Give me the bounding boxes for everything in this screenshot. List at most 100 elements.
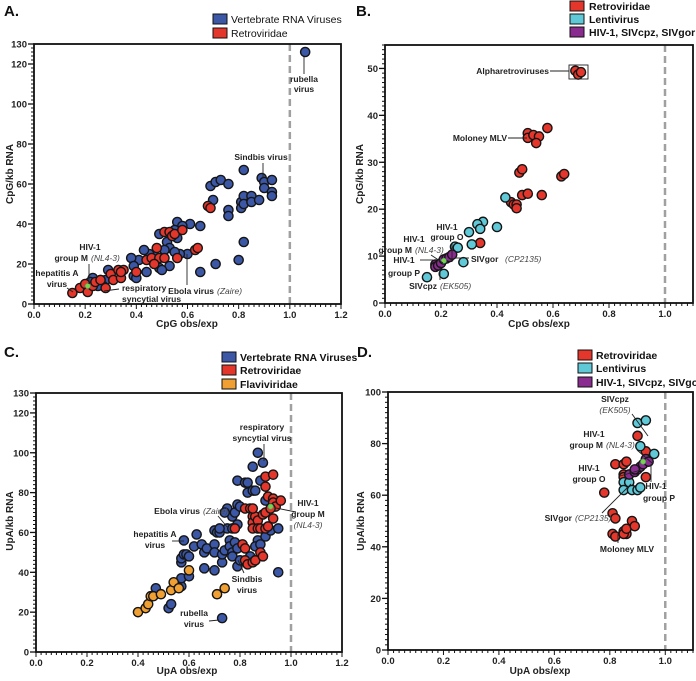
annotations-d: SIVcpz (EK505) HIV-1 group M (NL4-3) HIV… [545,394,676,554]
data-point [466,239,478,250]
data-point [257,551,269,562]
annotation-sivcpz-strain: (EK505) [599,405,630,415]
y-tick-label: 60 [16,180,27,191]
legend-c: Vertebrate RNA Viruses Retroviridae Flav… [221,351,357,391]
annotation-hiv-m: HIV-1 [403,234,425,244]
y-axis-title-a: CpG/kb RNA [5,144,16,204]
annotation-alpharetroviruses: Alpharetroviruses [476,66,549,76]
annotation-hiv-m: HIV-1 [583,429,605,439]
annotation-leader [208,619,220,622]
data-point [247,461,259,473]
x-tick-label: 0.6 [548,656,561,667]
legend-swatch-lentivirus [569,13,585,25]
legend-swatch-hiv-siv [577,376,593,388]
data-point [155,588,167,600]
y-tick-label: 10 [367,252,378,263]
data-point [640,415,652,426]
data-point [219,507,230,518]
data-point [635,440,646,452]
annotation-moloney-mlv: Moloney MLV [600,544,654,554]
x-tick-label: 1.0 [284,658,297,669]
annotation-hiv-strain: (NL4-3) [294,520,323,530]
annotation-hiv-m-strain: (NL4-3) [415,245,444,255]
x-tick-label: 0.4 [130,310,144,321]
annotation-hiv-o: group O [430,232,463,242]
x-tick-label: 0.0 [381,656,394,667]
data-point [178,535,190,546]
data-point [205,202,216,214]
data-point [159,252,170,264]
data-point [229,523,241,534]
x-tick-label: 0.2 [80,658,93,669]
data-point [266,174,278,186]
y-tick-label: 50 [367,64,378,75]
data-point [253,194,265,206]
annotation-hiv-p: group P [643,493,675,503]
legend-d: Retroviridae Lentivirus HIV-1, SIVcpz, S… [577,349,696,389]
y-tick-label: 0 [24,648,29,659]
legend-swatch-retroviridae [569,0,585,12]
data-point [238,164,250,176]
plots: 0.0 0.2 0.4 0.6 0.8 1.0 1.20204060801001201300… [11,40,694,669]
annotation-hiv: HIV-1 [297,498,319,508]
annotation-leader [430,254,444,264]
x-axis-title-d: UpA obs/exp [510,666,571,677]
plot-a: 0.0 0.2 0.4 0.6 0.8 1.0 1.2 0 20 40 60 80 100 120 130 [11,40,347,322]
annotation-rsv: respiratory [240,422,285,432]
data-point [216,612,228,624]
annotation-hiv: HIV-1 [79,242,101,252]
alpharetrovirus-box [568,64,589,80]
series-retroviridae [67,200,216,299]
x-axis-title-c: UpA obs/exp [157,666,218,677]
annotation-rubella: virus [294,84,315,94]
highlight-point-hiv-nl4-3 [84,283,91,289]
plot-frame [387,391,694,651]
data-point [275,495,287,506]
annotation-hiv: group M [291,509,325,519]
annotation-leader [619,469,642,477]
annotations-a: rubella virus Sindbis virus HIV-1 group … [35,57,318,304]
highlight-point-hiv-nl4-3 [640,458,646,465]
x-tick-label: 1.2 [335,658,348,669]
data-point [194,266,206,278]
highlight-point-hiv-nl4-3 [440,257,447,264]
data-point [194,220,206,232]
annotation-leader [636,449,653,464]
y-tick-label: 0 [373,299,378,310]
data-point [211,588,223,600]
annotation-rsv: syncytial virus [232,433,291,443]
data-point [262,521,274,532]
data-point [95,274,106,286]
annotation-hiv-m: group M [569,440,603,450]
legend-label: Retroviridae [231,28,288,40]
x-tick-label: 0.4 [490,309,504,320]
annotation-sindbis: Sindbis virus [234,152,288,162]
data-point [171,252,183,264]
legend-label: HIV-1, SIVcpz, SIVgor [589,27,695,39]
annotation-hepatitis-a: virus [47,279,68,289]
highlight-point-hiv-nl4-3 [267,503,274,510]
data-point [458,256,469,268]
y-tick-label: 100 [11,100,27,111]
data-point [474,237,486,249]
annotation-leader [217,515,229,529]
panel-c-letter: C. [4,344,19,361]
data-point [238,236,250,248]
plot-d: 0.0 0.2 0.4 0.6 0.8 1.0 0 20 40 60 80 100 [365,388,694,667]
x-tick-label: 0.2 [79,310,92,321]
x-tick-label: 0.6 [181,310,194,321]
y-tick-label: 0 [22,300,27,311]
legend-label: Retroviridae [589,1,650,13]
data-point [511,202,522,214]
y-tick-label: 80 [18,488,29,499]
annotation-hepatitis-a: hepatitis A [133,529,176,539]
data-point [516,164,528,175]
x-tick-label: 0.0 [29,658,42,669]
legend-label: Vertebrate RNA Viruses [231,14,342,26]
y-tick-label: 40 [370,542,381,553]
annotation-rubella: rubella [290,74,318,84]
data-point [272,567,284,578]
data-point [629,520,641,532]
panel-b-letter: B. [356,3,371,20]
data-point [530,137,542,149]
